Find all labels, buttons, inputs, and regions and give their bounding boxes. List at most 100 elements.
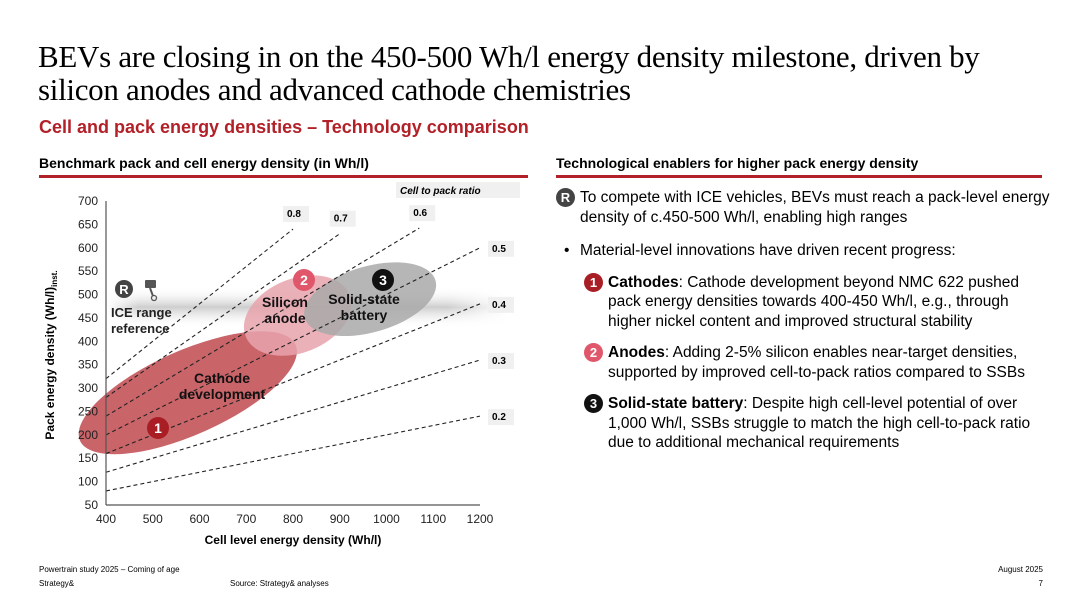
ratio-label: 0.2 [492, 412, 506, 423]
region-label-line2: development [179, 386, 266, 402]
page-title: BEVs are closing in on the 450-500 Wh/l … [38, 39, 980, 107]
intro-text: To compete with ICE vehicles, BEVs must … [580, 189, 1050, 226]
y-tick-label: 700 [78, 194, 98, 208]
y-tick-label: 100 [78, 475, 98, 489]
region-2-badge-number: 2 [300, 272, 308, 288]
y-axis-title: Pack energy density (Wh/l)inst. [43, 270, 59, 439]
x-tick-label: 1200 [467, 512, 494, 526]
ice-reference-badge-icon: R [556, 188, 575, 207]
enabler-item: 1 Cathodes: Cathode development beyond NM… [556, 272, 1056, 332]
bullet-icon: • [564, 242, 570, 259]
region-label-line2: battery [341, 307, 388, 323]
footer-page-number: 7 [1038, 579, 1043, 588]
x-axis-title: Cell level energy density (Wh/l) [205, 533, 382, 547]
left-section-rule [39, 175, 528, 178]
ratio-label-bg [488, 353, 514, 370]
ice-range-label-line2: reference [111, 321, 170, 336]
piston-rod [149, 287, 154, 297]
ice-range-label-line1: ICE range [111, 305, 172, 320]
ratio-legend-title: Cell to pack ratio [400, 186, 481, 197]
x-tick-label: 600 [189, 512, 209, 526]
footer-date: August 2025 [998, 565, 1043, 574]
enabler-number-badge-icon: 2 [584, 343, 603, 362]
enabler-title: Anodes [608, 344, 665, 361]
y-tick-label: 250 [78, 404, 98, 418]
region-1-label: Cathode development [179, 370, 266, 402]
ratio-label: 0.5 [492, 244, 506, 255]
x-tick-label: 1100 [420, 512, 446, 526]
piston-pin [150, 294, 158, 302]
footer-brand: Strategy& [39, 579, 75, 588]
region-1-badge-icon [147, 417, 169, 439]
region-3-badge-number: 3 [379, 272, 387, 288]
ice-range-label: ICE range reference [111, 305, 172, 336]
y-tick-label: 150 [78, 451, 98, 465]
ice-reference-badge-icon: R [115, 280, 133, 298]
ratio-line-0.7 [105, 233, 341, 398]
ice-reference-badge-letter: R [119, 282, 129, 297]
x-tick-label: 800 [283, 512, 303, 526]
ratio-label-bg [488, 296, 514, 313]
region-1-area [78, 331, 297, 455]
region-3-label: Solid-state battery [328, 291, 400, 323]
bullet-paragraph: • Material-level innovations have driven… [556, 241, 1056, 261]
enabler-title: Solid-state battery [608, 395, 744, 412]
ratio-label: 0.8 [287, 209, 301, 220]
region-label-line1: Cathode [194, 370, 250, 386]
region-3-area [304, 262, 437, 337]
y-tick-label: 450 [78, 311, 98, 325]
enabler-item: 2 Anodes: Adding 2-5% silicon enables nea… [556, 343, 1056, 382]
ratio-line-0.8 [105, 228, 294, 380]
y-axis-title-subscript: inst. [50, 270, 59, 286]
ratio-label: 0.6 [413, 208, 427, 219]
enabler-number-badge-icon: 1 [584, 272, 603, 292]
ratio-label: 0.3 [492, 356, 506, 367]
x-tick-label: 900 [330, 512, 350, 526]
intro-paragraph: R To compete with ICE vehicles, BEVs mus… [556, 188, 1056, 227]
footer-source: Source: Strategy& analyses [230, 579, 329, 588]
piston-head [145, 280, 156, 288]
y-tick-label: 500 [78, 288, 98, 302]
enabler-description: : Despite high cell-level potential of o… [608, 395, 1031, 451]
bullet-text: Material-level innovations have driven r… [580, 242, 956, 259]
ratio-line-0.3 [105, 359, 481, 473]
enabler-number-badge-icon: 3 [584, 394, 603, 413]
left-section-heading: Benchmark pack and cell energy density (… [39, 155, 369, 171]
ratio-label: 0.4 [492, 300, 506, 311]
ratio-label-bg [329, 210, 356, 227]
enabler-item: 3 Solid-state battery: Despite high cell-… [556, 394, 1056, 453]
x-tick-label: 1000 [373, 512, 400, 526]
region-3-badge-icon [372, 269, 394, 291]
region-1-badge-number: 1 [154, 420, 162, 436]
right-section-heading: Technological enablers for higher pack e… [556, 155, 919, 171]
y-tick-label: 50 [85, 498, 99, 512]
right-section-rule [556, 175, 1042, 178]
ratio-label-bg [488, 240, 514, 257]
y-tick-label: 600 [78, 241, 98, 255]
y-tick-label: 200 [78, 428, 98, 442]
y-tick-label: 400 [78, 334, 98, 348]
x-tick-label: 500 [143, 512, 163, 526]
enabler-description: : Adding 2-5% silicon enables near-targe… [608, 344, 1025, 381]
y-tick-label: 650 [78, 217, 98, 231]
region-2-badge-icon [293, 269, 315, 291]
ice-reference-badge-circle [115, 280, 133, 298]
ratio-line-0.2 [105, 415, 481, 492]
y-axis-title-main: Pack energy density (Wh/l) [43, 287, 57, 440]
region-label-line1: Solid-state [328, 291, 400, 307]
ratio-legend-bg [396, 182, 520, 198]
page-subtitle: Cell and pack energy densities – Technol… [39, 117, 529, 137]
ratio-line-0.6 [105, 227, 420, 417]
footer-study: Powertrain study 2025 – Coming of age [39, 565, 180, 574]
piston-icon [145, 280, 158, 302]
region-label-line2: anode [264, 310, 305, 326]
y-tick-label: 350 [78, 358, 98, 372]
enablers-panel: R To compete with ICE vehicles, BEVs mus… [556, 188, 1056, 453]
ratio-label: 0.7 [334, 214, 348, 225]
enabler-description: : Cathode development beyond NMC 622 pus… [608, 273, 1019, 330]
ratio-label-bg [488, 409, 514, 426]
energy-density-chart: 50 100 150 200 250 300 350 400 450 500 550 600 650 70… [43, 182, 520, 547]
y-tick-label: 550 [78, 264, 98, 278]
ratio-label-bg [283, 206, 309, 223]
region-2-label: Silicon anode [262, 294, 308, 326]
